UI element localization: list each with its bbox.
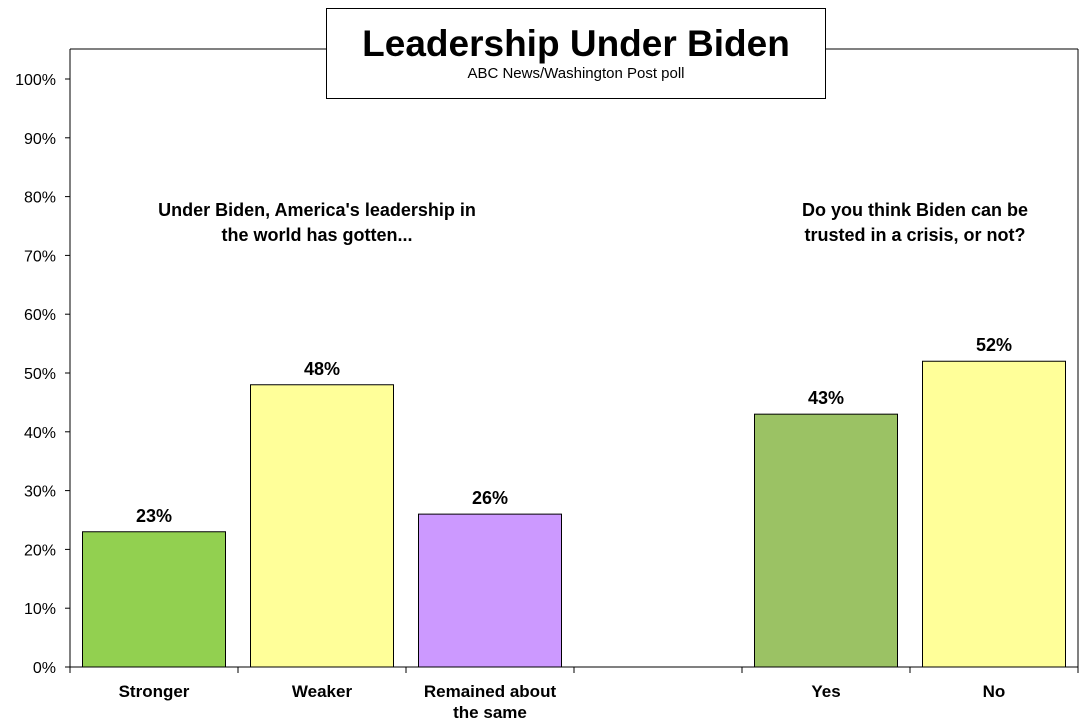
x-tick-label: Weaker <box>292 682 353 701</box>
x-tick-label: the same <box>453 703 527 722</box>
y-tick-label: 40% <box>24 425 56 442</box>
y-tick-label: 30% <box>24 484 56 501</box>
bar <box>250 384 394 668</box>
axes: 0% 10% 20% 30% 40% 50% 60% 70% 80% 90% 100% <box>15 48 1079 677</box>
x-tick-label: Remained about <box>424 682 557 701</box>
bar-value-label: 43% <box>808 388 844 408</box>
chart-title: Leadership Under Biden <box>362 23 790 64</box>
y-tick-label: 20% <box>24 542 56 559</box>
y-tick-label: 90% <box>24 131 56 148</box>
bar <box>82 531 226 668</box>
annotation-text: the world has gotten... <box>221 225 412 245</box>
annotation-text: Do you think Biden can be <box>802 200 1028 220</box>
y-tick-label: 10% <box>24 601 56 618</box>
y-tick-label: 0% <box>33 660 56 677</box>
bar-value-label: 23% <box>136 506 172 526</box>
x-tick-label: Stronger <box>119 682 190 701</box>
y-tick-label: 100% <box>15 72 56 89</box>
title-box: Leadership Under Biden ABC News/Washingt… <box>326 8 826 99</box>
bar <box>418 513 562 668</box>
bar-value-label: 52% <box>976 335 1012 355</box>
bar-value-label: 48% <box>304 359 340 379</box>
y-tick-label: 70% <box>24 248 56 265</box>
x-tick-label: No <box>983 682 1006 701</box>
y-tick-label: 60% <box>24 307 56 324</box>
y-tick-label: 50% <box>24 366 56 383</box>
bar-value-label: 26% <box>472 488 508 508</box>
labels: 23% Stronger 48% Weaker 26% Remained about the… <box>119 335 1012 722</box>
annotation-text: trusted in a crisis, or not? <box>804 225 1025 245</box>
annotations: Under Biden, America's leadership in the … <box>158 200 1028 245</box>
y-tick-label: 80% <box>24 190 56 207</box>
x-tick-label: Yes <box>811 682 840 701</box>
bar <box>922 360 1066 668</box>
annotation-text: Under Biden, America's leadership in <box>158 200 476 220</box>
chart-subtitle: ABC News/Washington Post poll <box>467 65 685 82</box>
bars <box>82 360 1066 668</box>
bar <box>754 413 898 668</box>
